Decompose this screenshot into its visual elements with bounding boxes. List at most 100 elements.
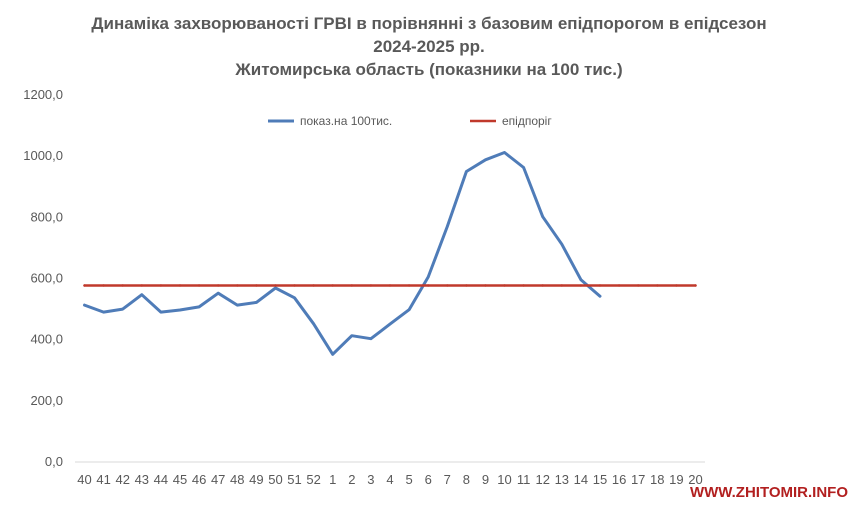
data-point	[178, 308, 182, 312]
x-tick-label: 44	[154, 472, 168, 487]
legend-label: показ.на 100тис.	[300, 114, 392, 128]
data-point	[598, 295, 602, 298]
data-point	[579, 284, 583, 287]
chart-title-line: Динаміка захворюваності ГРВІ в порівнянн…	[91, 14, 766, 33]
data-point	[121, 307, 124, 311]
data-point	[102, 284, 105, 287]
data-point	[217, 292, 220, 295]
x-tick-label: 17	[631, 472, 645, 487]
data-point	[675, 284, 678, 287]
x-tick-label: 15	[593, 472, 607, 487]
data-point	[236, 284, 239, 287]
x-tick-label: 3	[367, 472, 374, 487]
legend: показ.на 100тис. епідпоріг	[268, 114, 552, 128]
data-point	[656, 284, 659, 287]
data-point	[350, 334, 353, 337]
x-tick-label: 48	[230, 472, 244, 487]
data-point	[484, 158, 487, 161]
y-axis-ticks: 0,0 200,0 400,0 600,0 800,0 1000,0 1200,0	[23, 87, 63, 469]
x-tick-label: 6	[425, 472, 432, 487]
x-tick-label: 18	[650, 472, 664, 487]
x-tick-label: 2	[348, 472, 355, 487]
x-tick-label: 47	[211, 472, 225, 487]
data-point	[598, 284, 602, 287]
data-point	[83, 303, 86, 307]
x-tick-label: 9	[482, 472, 489, 487]
data-point	[484, 284, 487, 287]
data-point	[140, 284, 143, 287]
x-tick-label: 12	[535, 472, 549, 487]
data-point	[427, 275, 430, 279]
x-tick-label: 8	[463, 472, 470, 487]
data-point	[388, 284, 392, 287]
x-tick-label: 16	[612, 472, 626, 487]
data-point	[369, 284, 373, 287]
data-point	[312, 284, 315, 287]
x-tick-label: 19	[669, 472, 683, 487]
data-point	[274, 286, 277, 290]
data-point	[522, 166, 525, 169]
chart-title-line: Житомирська область (показники на 100 ти…	[234, 60, 622, 79]
x-axis-ticks: 40 41 42 43 44 45 46 47 48 49 50 51 52 1 2 3 4 5 6 7 8 9 10 11 1…	[77, 472, 702, 487]
data-point	[178, 284, 182, 287]
data-point	[541, 215, 544, 218]
data-point	[102, 310, 105, 314]
y-tick-label: 1000,0	[23, 148, 63, 163]
data-point	[369, 337, 373, 340]
x-tick-label: 43	[135, 472, 149, 487]
legend-label: епідпоріг	[502, 114, 552, 128]
data-point	[427, 284, 430, 287]
data-point	[637, 284, 640, 287]
data-point	[121, 284, 124, 287]
data-point	[331, 284, 334, 287]
x-tick-label: 46	[192, 472, 206, 487]
data-point	[197, 305, 201, 309]
x-tick-label: 10	[497, 472, 511, 487]
data-point	[522, 284, 525, 287]
data-point	[407, 284, 411, 287]
data-point	[465, 170, 468, 173]
x-tick-label: 49	[249, 472, 263, 487]
y-tick-label: 800,0	[30, 209, 63, 224]
data-point	[694, 284, 697, 287]
data-point	[159, 310, 163, 314]
data-point	[446, 284, 449, 287]
y-tick-label: 0,0	[45, 454, 63, 469]
x-tick-label: 50	[268, 472, 282, 487]
data-point	[274, 284, 277, 287]
data-point	[217, 284, 220, 287]
data-point	[560, 243, 563, 246]
data-point	[388, 322, 392, 326]
data-point	[331, 353, 334, 356]
data-point	[83, 284, 86, 287]
x-tick-label: 14	[574, 472, 588, 487]
y-tick-label: 400,0	[30, 332, 63, 347]
data-point	[465, 284, 468, 287]
x-tick-label: 1	[329, 472, 336, 487]
data-point	[503, 151, 506, 154]
data-point	[255, 301, 258, 304]
x-tick-label: 4	[386, 472, 393, 487]
y-tick-label: 1200,0	[23, 87, 63, 102]
x-tick-label: 20	[688, 472, 702, 487]
watermark: WWW.ZHITOMIR.INFO	[690, 484, 848, 501]
data-point	[255, 284, 258, 287]
chart-title: Динаміка захворюваності ГРВІ в порівнянн…	[91, 14, 766, 79]
chart-title-line: 2024-2025 рр.	[373, 37, 485, 56]
x-tick-label: 51	[287, 472, 301, 487]
data-point	[140, 293, 143, 296]
data-point	[159, 284, 163, 287]
data-point	[579, 278, 583, 281]
x-tick-label: 52	[306, 472, 320, 487]
data-point	[617, 284, 621, 287]
x-tick-label: 5	[405, 472, 412, 487]
y-tick-label: 600,0	[30, 271, 63, 286]
data-point	[503, 284, 506, 287]
data-point	[446, 225, 449, 228]
data-point	[197, 284, 201, 287]
data-point	[407, 308, 411, 311]
data-point	[350, 284, 353, 287]
series-group	[83, 151, 697, 356]
x-tick-label: 7	[444, 472, 451, 487]
